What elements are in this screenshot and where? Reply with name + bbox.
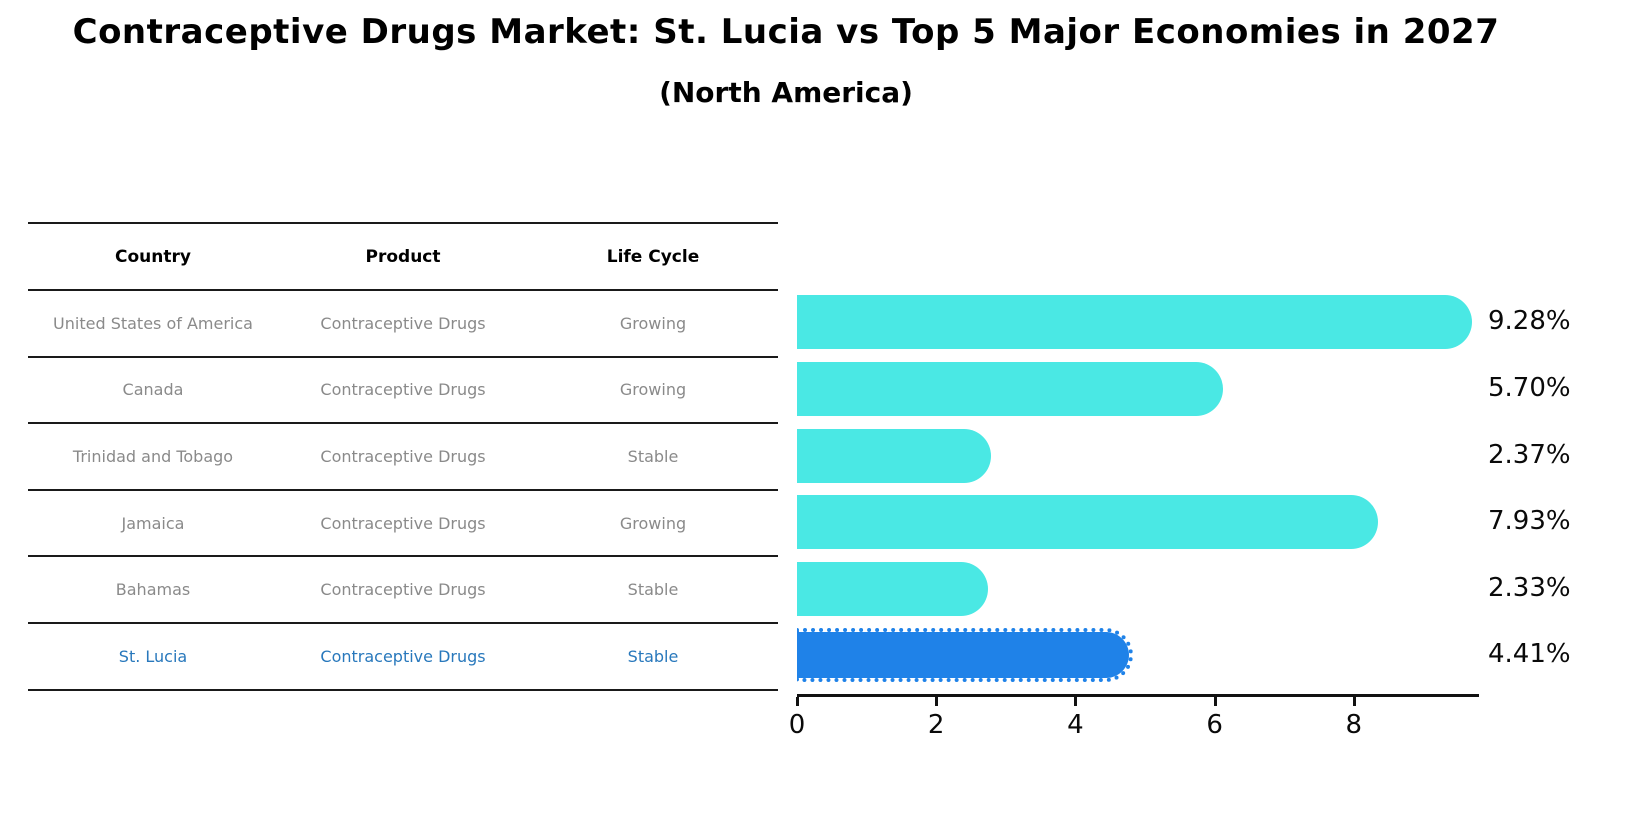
x-axis-tick: [1074, 697, 1078, 706]
x-axis-tick-label: 4: [1067, 710, 1084, 740]
x-axis-tick: [796, 697, 799, 706]
x-axis-tick-label: 0: [788, 710, 806, 740]
bar: [797, 428, 991, 483]
cell-country: Bahamas: [115, 580, 191, 600]
table-row: Bahamas Contraceptive Drugs Stable: [28, 557, 778, 624]
cell-country: St. Lucia: [118, 646, 188, 666]
cell-product: Contraceptive Drugs: [320, 513, 486, 533]
bar: [797, 495, 1378, 550]
chart-subtitle: (North America): [659, 76, 913, 109]
cell-product: Contraceptive Drugs: [320, 646, 486, 666]
cell-life-cycle: Growing: [619, 313, 687, 333]
x-axis-tick-label: 6: [1206, 710, 1223, 740]
chart-title: Contraceptive Drugs Market: St. Lucia vs…: [72, 12, 1500, 52]
table-body: United States of America Contraceptive D…: [28, 291, 778, 691]
x-axis-tick: [1213, 697, 1217, 706]
cell-product: Contraceptive Drugs: [320, 446, 486, 466]
value-label: 4.41%: [1488, 639, 1571, 670]
table-row: St. Lucia Contraceptive Drugs Stable: [28, 624, 778, 691]
bar: [797, 561, 989, 616]
bar: [797, 361, 1223, 416]
country-table: Country Product Life Cycle United States…: [28, 222, 778, 691]
cell-country: Jamaica: [121, 513, 185, 533]
table-row: Jamaica Contraceptive Drugs Growing: [28, 491, 778, 558]
x-axis-tick: [1352, 697, 1356, 706]
cell-life-cycle: Stable: [627, 446, 679, 466]
value-label: 2.37%: [1488, 439, 1571, 470]
x-axis-tick-label: 2: [927, 710, 945, 740]
x-axis-tick-label: 8: [1345, 710, 1363, 740]
value-label: 5.70%: [1488, 372, 1571, 403]
cell-country: Trinidad and Tobago: [72, 446, 234, 466]
value-label: 9.28%: [1488, 306, 1571, 337]
header-life-cycle: Life Cycle: [606, 246, 700, 267]
table-row: Trinidad and Tobago Contraceptive Drugs …: [28, 424, 778, 491]
table-row: United States of America Contraceptive D…: [28, 291, 778, 358]
value-label: 2.33%: [1488, 572, 1571, 603]
bar: [797, 295, 1472, 350]
cell-life-cycle: Growing: [619, 513, 687, 533]
table-row: Canada Contraceptive Drugs Growing: [28, 358, 778, 425]
x-axis-tick: [935, 697, 939, 706]
table-header-row: Country Product Life Cycle: [28, 224, 778, 291]
cell-product: Contraceptive Drugs: [320, 380, 486, 400]
cell-country: United States of America: [53, 313, 253, 333]
bar-plot-area: [797, 289, 1477, 689]
bar-highlighted: [797, 628, 1133, 683]
cell-product: Contraceptive Drugs: [320, 313, 486, 333]
cell-life-cycle: Stable: [627, 580, 679, 600]
cell-life-cycle: Growing: [619, 380, 687, 400]
cell-product: Contraceptive Drugs: [320, 580, 486, 600]
cell-country: Canada: [122, 380, 184, 400]
header-product: Product: [365, 246, 441, 267]
cell-life-cycle: Stable: [627, 646, 679, 666]
x-axis-line: [797, 694, 1479, 697]
value-label: 7.93%: [1488, 506, 1571, 537]
header-country: Country: [115, 246, 191, 267]
